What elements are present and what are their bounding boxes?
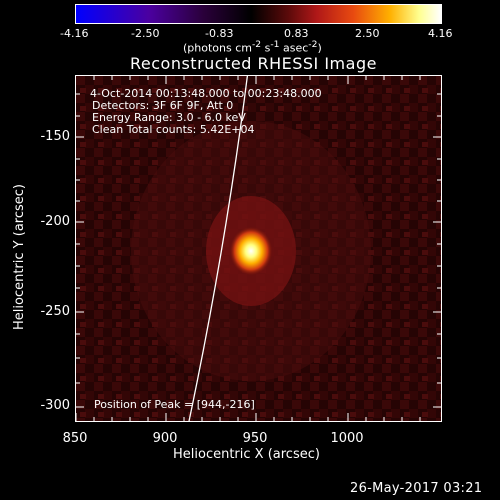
x-tick-label: 900 (152, 431, 178, 446)
y-tick-label: -150 (40, 129, 70, 144)
y-tick-label: -200 (40, 214, 70, 229)
axis-ticks (76, 76, 441, 421)
x-axis-title: Heliocentric X (arcsec) (173, 447, 320, 462)
render-timestamp: 26-May-2017 03:21 (350, 481, 483, 496)
x-tick-label: 950 (242, 431, 268, 446)
colorbar-tick: -4.16 (60, 27, 89, 40)
colorbar-tick: 0.83 (284, 27, 309, 40)
info-line: 4-Oct-2014 00:13:48.000 to 00:23:48.000 (90, 87, 322, 100)
colorbar-units: (photons cm-2 s-1 asec-2) (183, 39, 322, 55)
y-axis-title: Heliocentric Y (arcsec) (12, 184, 27, 330)
heatmap-image (76, 76, 441, 421)
plot-title: Reconstructed RHESSI Image (130, 54, 377, 73)
colorbar (75, 4, 442, 24)
colorbar-tick: -0.83 (205, 27, 234, 40)
y-tick-label: -250 (40, 304, 70, 319)
plot-area: 4-Oct-2014 00:13:48.000 to 00:23:48.000 … (75, 75, 442, 422)
info-line: Clean Total counts: 5.42E+04 (92, 123, 255, 136)
colorbar-tick: 4.16 (428, 27, 453, 40)
y-tick-label: -300 (40, 398, 70, 413)
peak-position-text: Position of Peak = [944,-216] (94, 398, 255, 411)
info-line: Detectors: 3F 6F 9F, Att 0 (92, 99, 234, 112)
solar-limb (188, 76, 249, 421)
x-tick-label: 850 (62, 431, 88, 446)
info-line: Energy Range: 3.0 - 6.0 keV (92, 111, 246, 124)
x-tick-label: 1000 (330, 431, 364, 446)
colorbar-tick: 2.50 (355, 27, 380, 40)
colorbar-tick: -2.50 (131, 27, 160, 40)
